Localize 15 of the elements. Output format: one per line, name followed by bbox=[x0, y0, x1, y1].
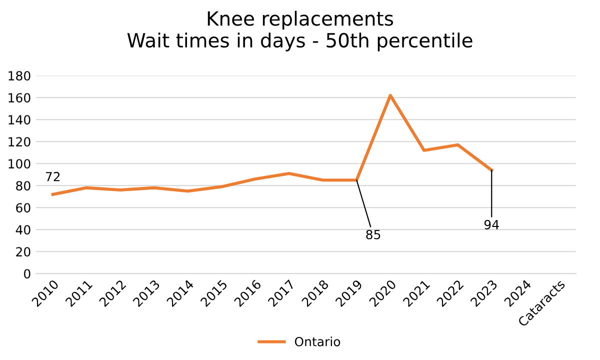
y-tick-label: 180 bbox=[8, 71, 30, 81]
legend-label: Ontario bbox=[294, 336, 340, 346]
data-label: 72 bbox=[46, 172, 60, 182]
data-label: 94 bbox=[484, 220, 499, 230]
y-tick-label: 120 bbox=[8, 137, 30, 147]
y-tick-label: 40 bbox=[16, 225, 30, 235]
y-tick-label: 60 bbox=[16, 203, 30, 213]
y-tick-label: 140 bbox=[8, 115, 30, 125]
y-tick-label: 0 bbox=[24, 269, 30, 279]
y-tick-label: 160 bbox=[8, 93, 30, 103]
y-tick-label: 100 bbox=[8, 159, 30, 169]
y-tick-label: 80 bbox=[16, 181, 30, 191]
y-tick-label: 20 bbox=[16, 247, 30, 257]
chart-title: Knee replacements Wait times in days - 50th percentile bbox=[127, 10, 472, 52]
data-label: 85 bbox=[366, 230, 380, 240]
